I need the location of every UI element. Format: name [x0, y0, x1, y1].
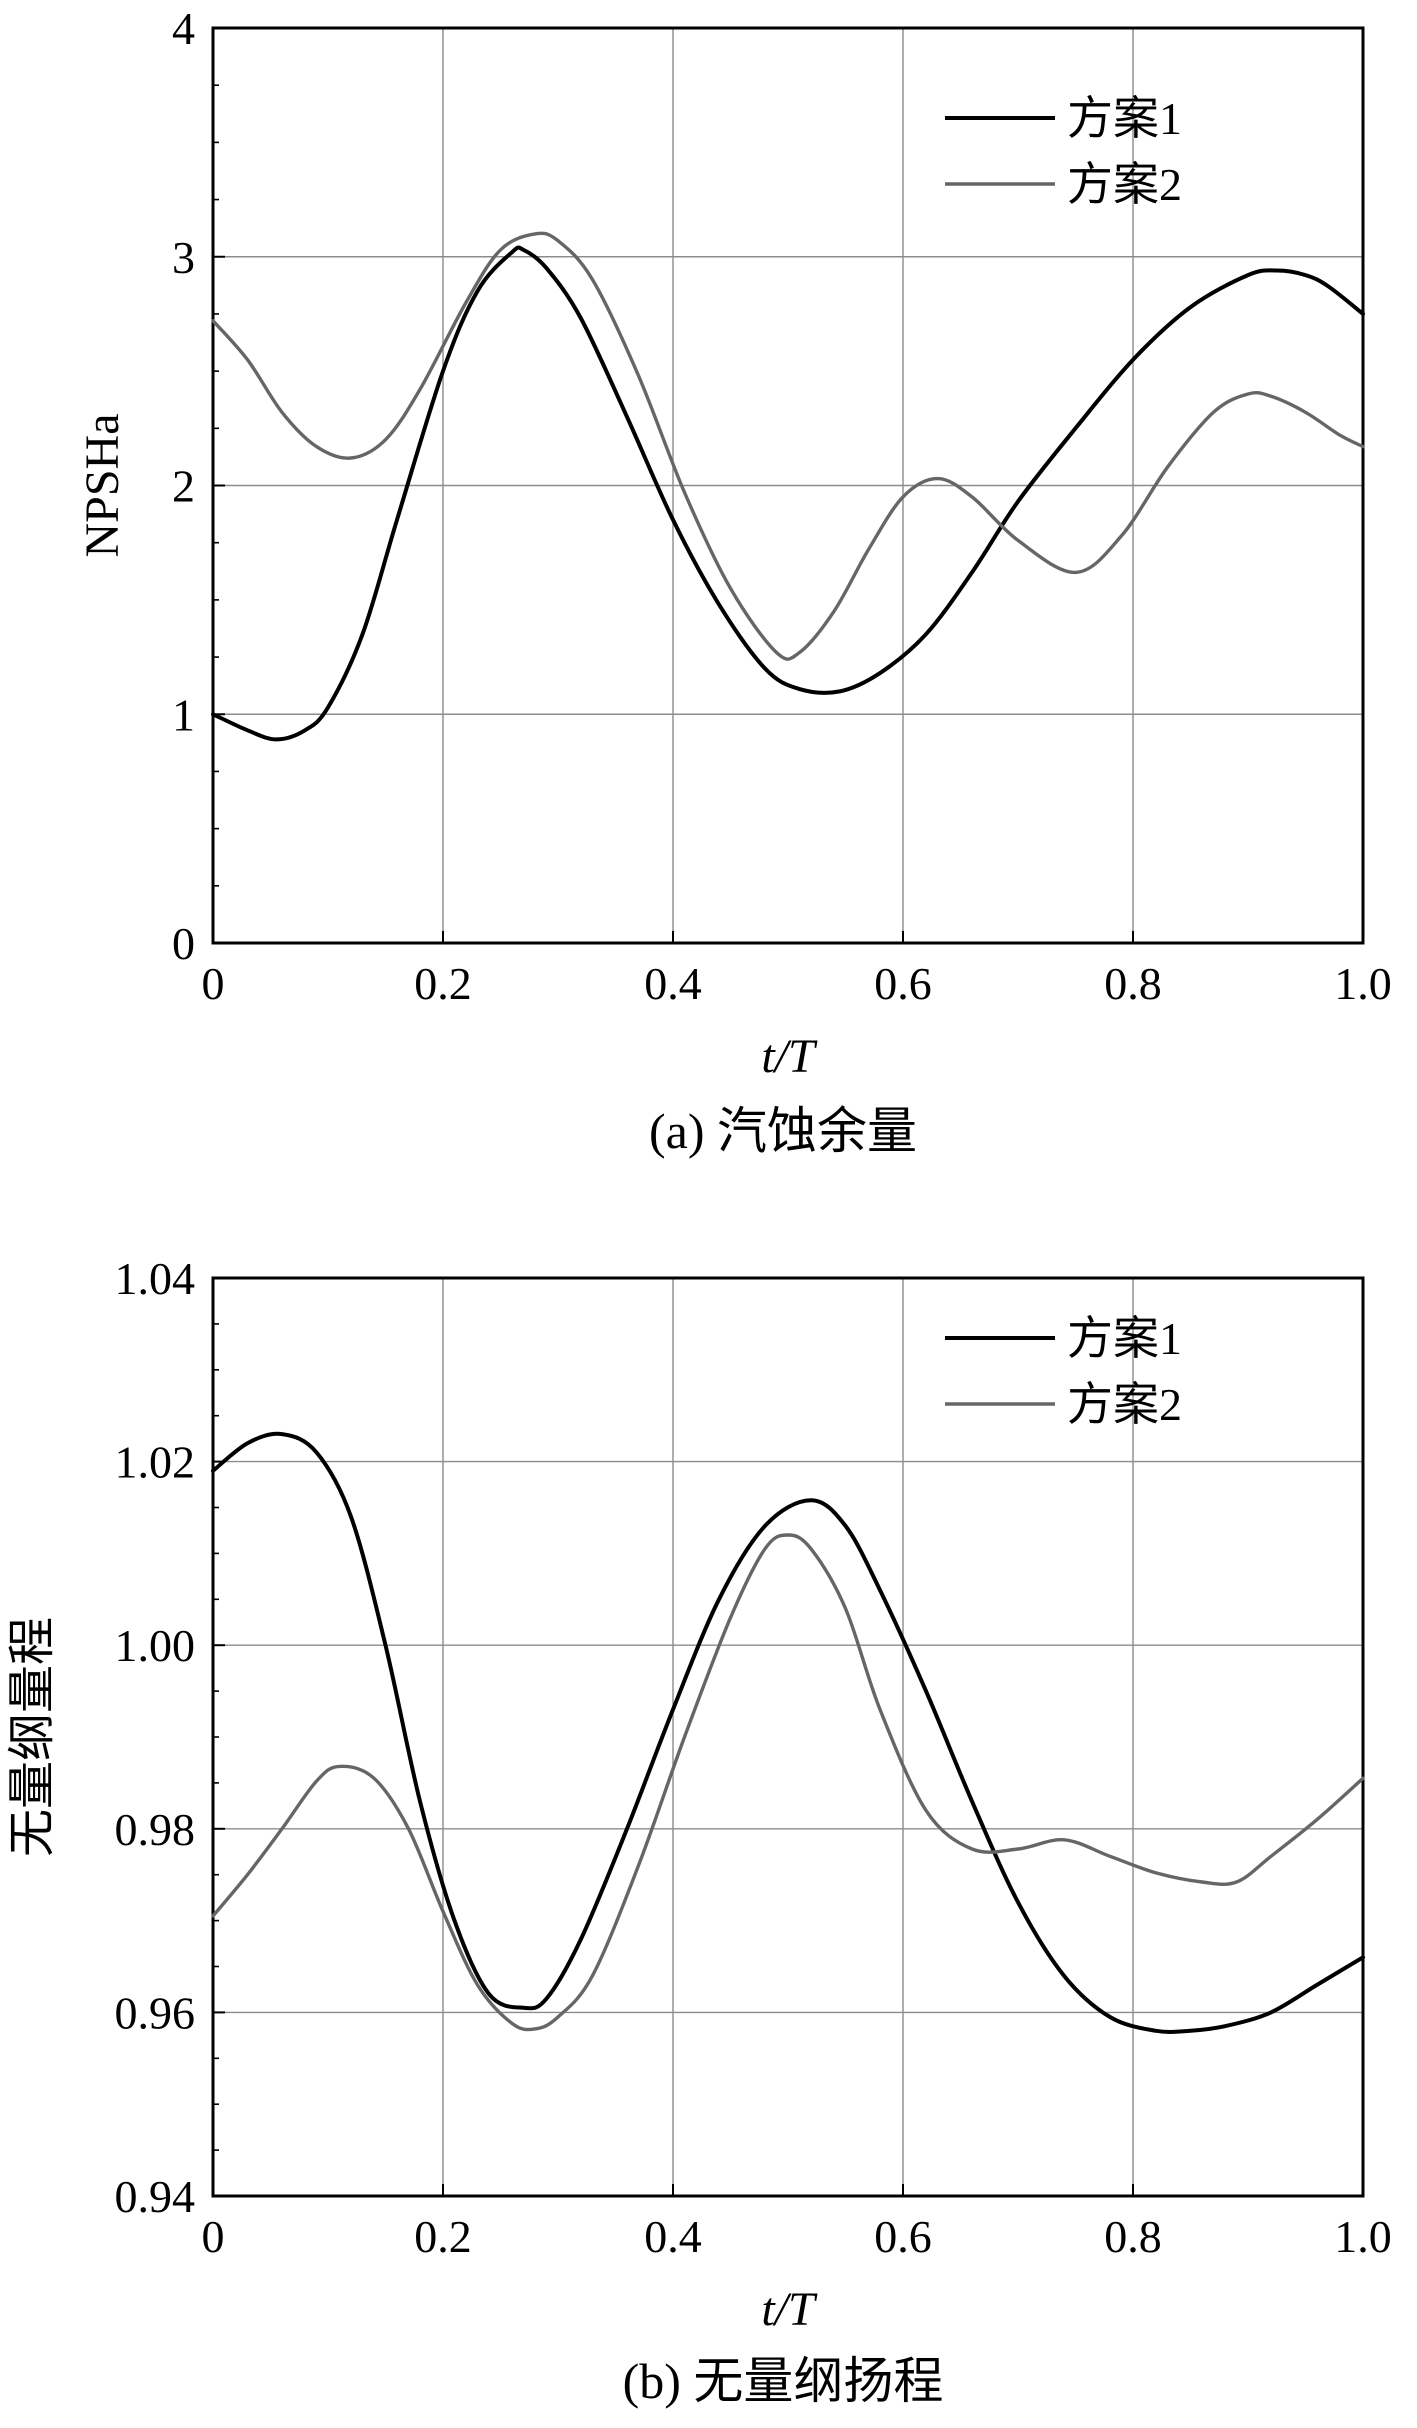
y-tick-label: 1.00 — [115, 1620, 196, 1671]
y-tick-label: 0.94 — [115, 2171, 196, 2222]
plot-frame — [211, 1276, 1365, 2198]
x-tick-label: 0.4 — [644, 958, 702, 1009]
x-tick-label: 0 — [202, 958, 225, 1009]
x-axis-label: t/T — [761, 2283, 818, 2336]
x-tick-label: 1.0 — [1334, 958, 1392, 1009]
series-line-2 — [211, 1533, 1365, 2032]
y-tick-label: 4 — [172, 3, 195, 54]
figure-caption: (b) 无量纲扬程 — [623, 2353, 944, 2409]
y-tick-label: 0.98 — [115, 1804, 196, 1855]
x-tick-label: 0.8 — [1104, 2211, 1162, 2262]
plot-frame — [211, 26, 1365, 945]
figure-caption: (a) 汽蚀余量 — [649, 1103, 917, 1159]
x-tick-label: 0.6 — [874, 958, 932, 1009]
y-tick-label: 1 — [172, 689, 195, 740]
y-axis-label: 无量纲量程 — [6, 1617, 59, 1857]
series-line-1 — [211, 1431, 1365, 2034]
head-chart: 0 0.2 0.4 0.6 0.8 1.0 0.94 0.96 0.98 1.00 1.02 1.04… — [6, 1253, 1392, 2409]
y-tick-label: 0 — [172, 918, 195, 969]
series-line-2 — [211, 231, 1365, 661]
x-tick-label: 0.4 — [644, 2211, 702, 2262]
x-tick-label: 0.2 — [414, 958, 472, 1009]
y-axis-label: NPSHa — [76, 413, 129, 557]
legend-label-2: 方案2 — [1067, 159, 1182, 210]
x-tick-label: 0.2 — [414, 2211, 472, 2262]
y-tick-label: 0.96 — [115, 1987, 196, 2038]
legend-label-2: 方案2 — [1067, 1379, 1182, 1430]
x-tick-label: 1.0 — [1334, 2211, 1392, 2262]
y-tick-label: 2 — [172, 461, 195, 512]
y-tick-label: 3 — [172, 232, 195, 283]
x-tick-label: 0.6 — [874, 2211, 932, 2262]
x-tick-label: 0 — [202, 2211, 225, 2262]
x-tick-label: 0.8 — [1104, 958, 1162, 1009]
legend-label-1: 方案1 — [1067, 93, 1182, 144]
legend-label-1: 方案1 — [1067, 1313, 1182, 1364]
y-tick-label: 1.04 — [115, 1253, 196, 1304]
y-tick-label: 1.02 — [115, 1437, 196, 1488]
npsha-chart: 0 0.2 0.4 0.6 0.8 1.0 0 1 2 3 4 t/T NPSHa (a) 汽蚀余量 方案1… — [76, 3, 1392, 1159]
series-line-1 — [211, 245, 1365, 742]
x-axis-label: t/T — [761, 1030, 818, 1083]
